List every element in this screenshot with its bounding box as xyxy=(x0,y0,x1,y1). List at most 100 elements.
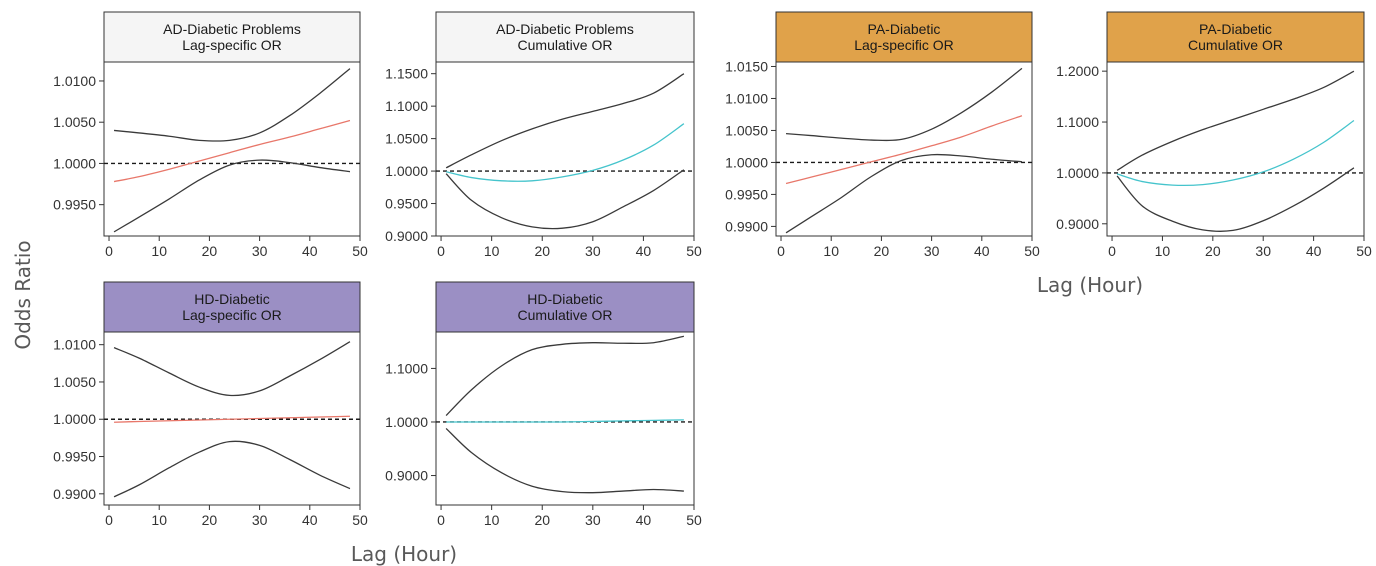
panel-frame xyxy=(103,331,361,506)
x-tick-label: 40 xyxy=(1306,243,1322,259)
x-axis-title-top-right: Lag (Hour) xyxy=(1037,273,1143,297)
series-lower-line xyxy=(1116,167,1355,232)
panel-frame xyxy=(435,61,695,237)
panel-strip xyxy=(435,281,695,333)
panel-title-line: Lag-specific OR xyxy=(854,37,954,53)
x-tick-label: 50 xyxy=(686,243,702,259)
panel-frame xyxy=(1106,61,1365,237)
series-lower-line xyxy=(445,169,685,230)
y-tick-label: 1.0050 xyxy=(53,374,96,390)
panel-title-line: PA-Diabetic xyxy=(868,21,941,37)
series-upper-line xyxy=(785,67,1023,142)
series-estimate-line xyxy=(1116,119,1355,187)
series-estimate-line xyxy=(114,415,350,423)
y-tick-label: 1.0000 xyxy=(385,163,428,179)
x-tick-label: 50 xyxy=(352,512,368,528)
x-tick-label: 30 xyxy=(924,243,940,259)
series-upper-line xyxy=(445,335,685,417)
x-tick-label: 50 xyxy=(686,512,702,528)
x-tick-label: 20 xyxy=(202,512,218,528)
x-tick-label: 10 xyxy=(1155,243,1171,259)
series-lower-line xyxy=(113,159,351,233)
x-tick-label: 20 xyxy=(534,512,550,528)
y-tick-label: 1.0150 xyxy=(725,58,768,74)
panel-frame xyxy=(103,61,361,237)
x-tick-label: 20 xyxy=(874,243,890,259)
y-tick-label: 1.0100 xyxy=(53,337,96,353)
panel-title-line: Cumulative OR xyxy=(1188,37,1283,53)
x-tick-label: 20 xyxy=(534,243,550,259)
x-tick-label: 10 xyxy=(151,512,167,528)
x-tick-label: 10 xyxy=(484,512,500,528)
panel-title-line: HD-Diabetic xyxy=(194,291,269,307)
panel-strip xyxy=(103,281,361,333)
series-lower-line xyxy=(785,153,1023,234)
panel-strip xyxy=(775,11,1033,63)
x-tick-label: 30 xyxy=(252,243,268,259)
y-tick-label: 1.1000 xyxy=(385,98,428,114)
panel-title-line: AD-Diabetic Problems xyxy=(163,21,301,37)
y-tick-label: 1.0500 xyxy=(385,131,428,147)
x-tick-label: 40 xyxy=(636,243,652,259)
y-tick-label: 0.9900 xyxy=(53,486,96,502)
y-tick-label: 1.0100 xyxy=(53,73,96,89)
x-tick-label: 0 xyxy=(105,243,113,259)
y-tick-label: 1.0000 xyxy=(385,414,428,430)
y-tick-label: 0.9950 xyxy=(53,197,96,213)
y-tick-label: 1.0050 xyxy=(725,122,768,138)
series-upper-line xyxy=(113,68,351,142)
panel-title-line: PA-Diabetic xyxy=(1199,21,1272,37)
y-tick-label: 0.9900 xyxy=(725,218,768,234)
x-tick-label: 40 xyxy=(302,512,318,528)
panel-frame xyxy=(775,61,1033,237)
panel-strip xyxy=(435,11,695,63)
y-tick-label: 1.0000 xyxy=(725,154,768,170)
y-tick-label: 1.1500 xyxy=(385,66,428,82)
panel-title-line: Cumulative OR xyxy=(518,37,613,53)
y-tick-label: 1.0000 xyxy=(53,155,96,171)
series-upper-line xyxy=(113,341,351,397)
panel-strip xyxy=(1106,11,1365,63)
x-tick-label: 30 xyxy=(585,243,601,259)
x-tick-label: 0 xyxy=(105,512,113,528)
x-tick-label: 50 xyxy=(1356,243,1372,259)
panel-title-line: Lag-specific OR xyxy=(182,37,282,53)
y-tick-label: 0.9000 xyxy=(385,228,428,244)
panel-frame xyxy=(435,331,695,506)
y-tick-label: 0.9950 xyxy=(53,449,96,465)
x-tick-label: 20 xyxy=(1205,243,1221,259)
y-tick-label: 1.0100 xyxy=(725,90,768,106)
series-estimate-line xyxy=(445,123,685,182)
series-estimate-line xyxy=(113,119,351,183)
y-tick-label: 1.0000 xyxy=(1056,165,1099,181)
x-tick-label: 0 xyxy=(1108,243,1116,259)
x-tick-label: 10 xyxy=(151,243,167,259)
y-tick-label: 0.9950 xyxy=(725,186,768,202)
x-tick-label: 40 xyxy=(636,512,652,528)
panel-title-line: Lag-specific OR xyxy=(182,307,282,323)
series-estimate-line xyxy=(446,419,684,423)
x-axis-title-bottom: Lag (Hour) xyxy=(351,542,457,566)
x-tick-label: 0 xyxy=(437,243,445,259)
series-estimate-line xyxy=(785,115,1023,185)
x-tick-label: 0 xyxy=(437,512,445,528)
y-tick-label: 0.9000 xyxy=(1056,216,1099,232)
x-tick-label: 30 xyxy=(1255,243,1271,259)
x-tick-label: 0 xyxy=(777,243,785,259)
series-upper-line xyxy=(1116,70,1355,171)
panel-title-line: HD-Diabetic xyxy=(527,291,602,307)
y-tick-label: 1.0050 xyxy=(53,114,96,130)
x-tick-label: 30 xyxy=(585,512,601,528)
x-tick-label: 50 xyxy=(1024,243,1040,259)
y-tick-label: 0.9500 xyxy=(385,196,428,212)
panel-title-line: AD-Diabetic Problems xyxy=(496,21,634,37)
y-axis-title: Odds Ratio xyxy=(11,240,35,349)
y-tick-label: 1.1000 xyxy=(1056,114,1099,130)
